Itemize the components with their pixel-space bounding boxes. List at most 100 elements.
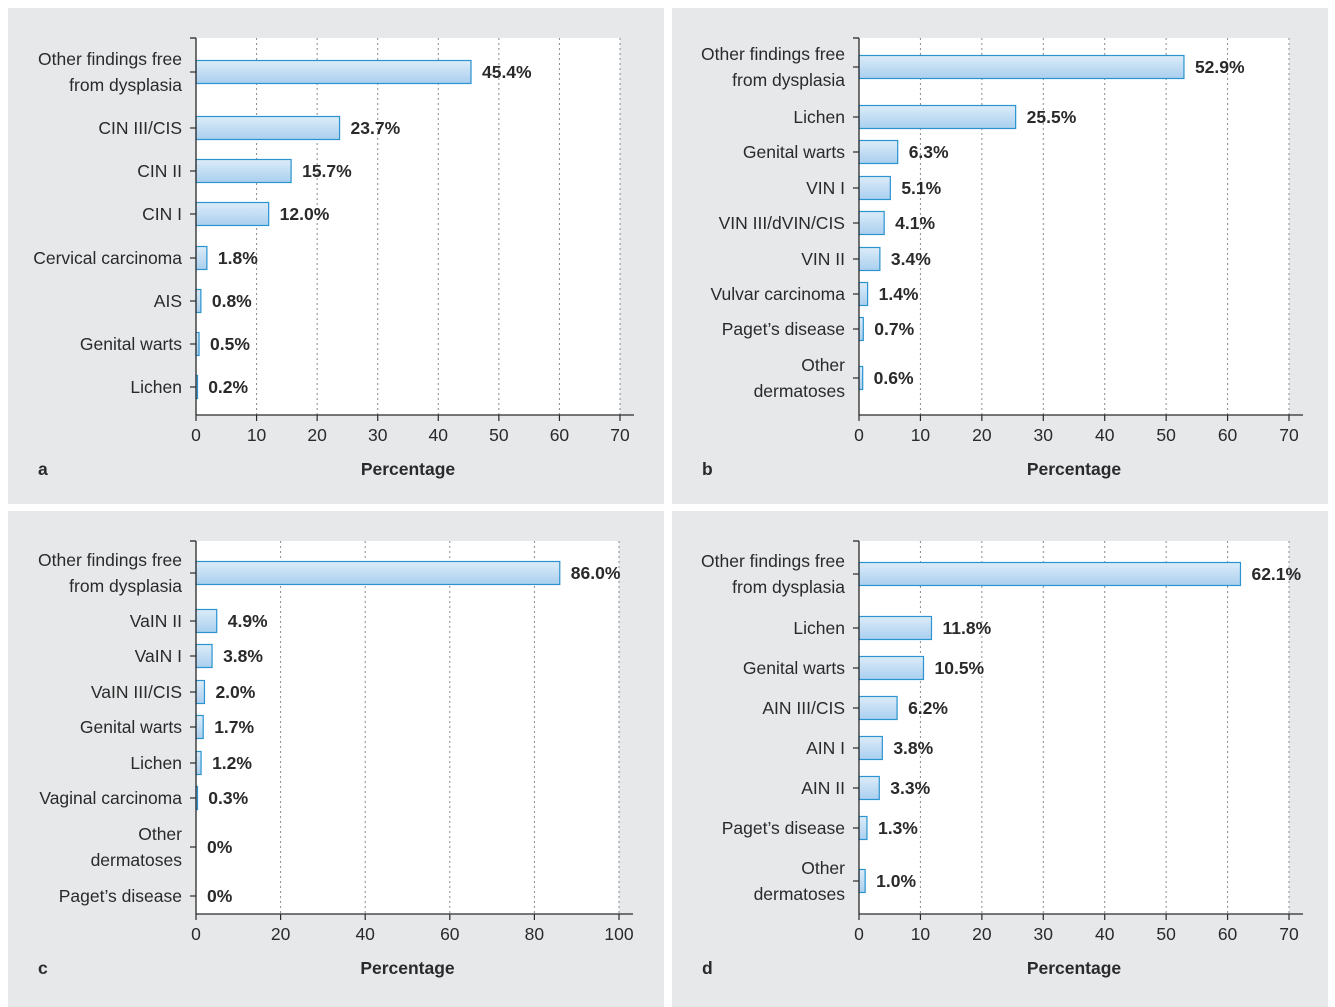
value-label: 11.8% <box>942 618 991 638</box>
x-tick-label: 70 <box>1279 425 1299 445</box>
x-tick-label: 10 <box>911 924 931 944</box>
panel-a: 45.4% Other findings free from dysplasia 23… <box>8 8 664 504</box>
value-label: 4.9% <box>228 611 268 631</box>
category-label: AIN II <box>801 778 845 798</box>
category-label: Other dermatoses <box>754 355 846 401</box>
panel-c: 86.0% Other findings free from dysplasia 4.… <box>8 511 664 1007</box>
value-label: 23.7% <box>351 118 401 138</box>
value-label: 0.5% <box>210 334 250 354</box>
plot-area <box>859 38 1289 415</box>
category-label: Genital warts <box>743 142 845 162</box>
value-label: 25.5% <box>1027 107 1077 127</box>
plot-area <box>196 38 620 415</box>
x-axis-title: Percentage <box>361 459 456 479</box>
value-label: 2.0% <box>215 682 255 702</box>
bar <box>858 175 891 201</box>
value-label: 3.8% <box>893 738 933 758</box>
value-label: 3.4% <box>891 249 931 269</box>
bar <box>195 608 218 634</box>
x-tick-label: 100 <box>604 924 633 944</box>
bar <box>858 868 866 894</box>
x-tick-label: 40 <box>1095 924 1115 944</box>
category-label: Lichen <box>130 377 182 397</box>
bar <box>195 714 204 740</box>
category-label: CIN I <box>142 204 182 224</box>
plot-area <box>196 541 619 914</box>
bar <box>195 750 202 776</box>
category-label: Cervical carcinoma <box>33 248 182 268</box>
x-tick-label: 20 <box>972 425 992 445</box>
value-label: 1.3% <box>878 818 918 838</box>
value-label: 12.0% <box>280 204 330 224</box>
category-label: AIN I <box>806 738 845 758</box>
x-axis-title: Percentage <box>1027 958 1122 978</box>
bar <box>858 735 883 761</box>
value-label: 10.5% <box>935 658 985 678</box>
value-label: 0.7% <box>874 319 914 339</box>
x-tick-label: 80 <box>525 924 545 944</box>
value-label: 3.8% <box>223 646 263 666</box>
x-tick-label: 10 <box>247 425 267 445</box>
value-label: 3.3% <box>890 778 930 798</box>
value-label: 0.2% <box>208 377 248 397</box>
bar <box>195 679 206 705</box>
category-label: Other dermatoses <box>754 858 846 904</box>
bar <box>195 115 341 141</box>
x-tick-label: 0 <box>854 425 864 445</box>
x-tick-label: 30 <box>1034 924 1054 944</box>
x-tick-label: 0 <box>191 425 201 445</box>
value-label: 1.4% <box>879 284 919 304</box>
category-label: Paget’s disease <box>59 886 182 906</box>
panel-b: 52.9% Other findings free from dysplasia 25… <box>672 8 1328 504</box>
value-label: 1.7% <box>214 717 254 737</box>
x-tick-label: 60 <box>1218 425 1238 445</box>
x-tick-label: 20 <box>307 425 327 445</box>
panel-letter: b <box>702 459 713 479</box>
x-tick-label: 60 <box>550 425 570 445</box>
category-label: AIS <box>154 291 182 311</box>
value-label: 15.7% <box>302 161 352 181</box>
value-label: 5.1% <box>901 178 941 198</box>
x-tick-label: 50 <box>1156 425 1176 445</box>
value-label: 0.3% <box>208 788 248 808</box>
value-label: 6.3% <box>909 142 949 162</box>
x-tick-label: 30 <box>368 425 388 445</box>
value-label: 1.8% <box>218 248 258 268</box>
value-label: 52.9% <box>1195 57 1245 77</box>
category-label: Lichen <box>130 753 182 773</box>
category-label: Other findings free from dysplasia <box>701 551 845 597</box>
bar <box>195 288 202 314</box>
value-label: 0.8% <box>212 291 252 311</box>
value-label: 1.2% <box>212 753 252 773</box>
bar <box>195 245 208 271</box>
bar <box>195 201 270 227</box>
category-label: Paget’s disease <box>722 818 845 838</box>
value-label: 45.4% <box>482 62 532 82</box>
panel-letter: c <box>38 958 48 978</box>
bar <box>858 54 1185 80</box>
category-label: Genital warts <box>80 717 182 737</box>
category-label: Other dermatoses <box>91 824 183 870</box>
x-tick-label: 40 <box>429 425 449 445</box>
panel-letter: a <box>38 459 48 479</box>
category-label: VIN I <box>806 178 845 198</box>
category-label: Genital warts <box>743 658 845 678</box>
bar <box>195 59 472 85</box>
bar <box>858 615 933 641</box>
category-label: Vulvar carcinoma <box>710 284 845 304</box>
x-axis-title: Percentage <box>1027 459 1122 479</box>
value-label: 4.1% <box>895 213 935 233</box>
chart-svg-c: 86.0% Other findings free from dysplasia 4.… <box>38 540 634 978</box>
x-tick-label: 60 <box>440 924 460 944</box>
bar <box>858 695 898 721</box>
category-label: VaIN II <box>130 611 182 631</box>
category-label: CIN II <box>137 161 182 181</box>
value-label: 1.0% <box>876 871 916 891</box>
bar <box>858 139 899 165</box>
x-tick-label: 60 <box>1218 924 1238 944</box>
x-tick-label: 50 <box>489 425 509 445</box>
bar <box>858 815 868 841</box>
category-label: Genital warts <box>80 334 182 354</box>
category-label: Other findings free from dysplasia <box>701 44 845 90</box>
